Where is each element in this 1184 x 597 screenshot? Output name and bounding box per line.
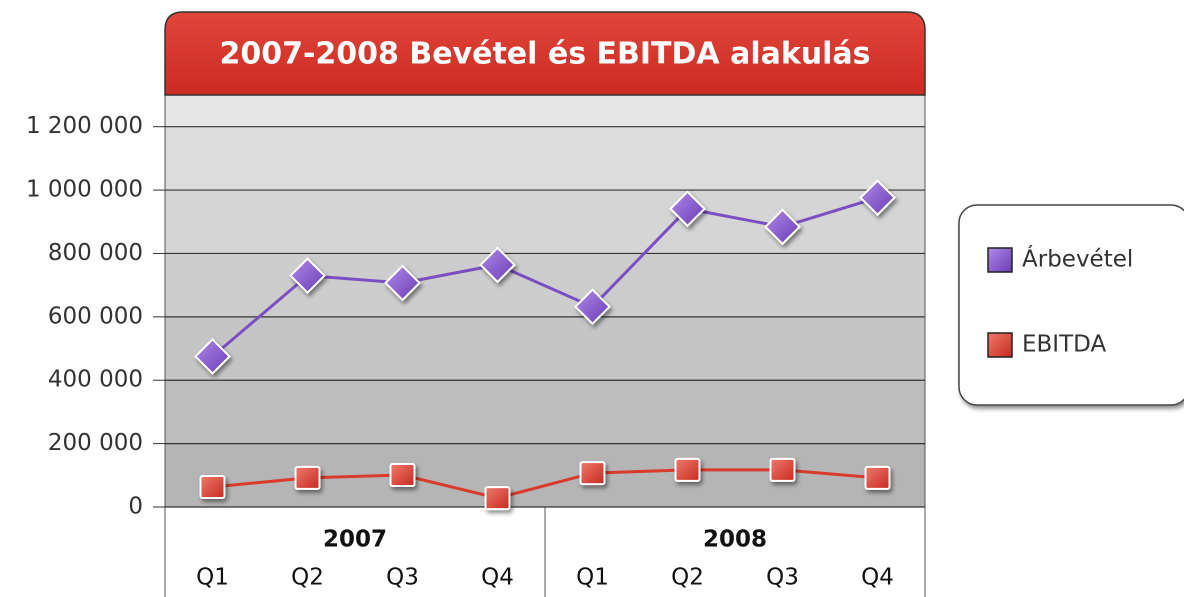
x-tick-label: Q1 xyxy=(196,565,229,591)
point-marker xyxy=(769,457,796,482)
plot-background xyxy=(164,94,926,508)
plot-band xyxy=(165,190,925,254)
point-marker xyxy=(764,208,801,246)
x-tick-label: Q3 xyxy=(766,565,799,591)
x-tick-label: Q1 xyxy=(576,565,609,591)
series-line xyxy=(212,468,878,500)
plot-band xyxy=(165,443,925,507)
y-tick-label: 400 000 xyxy=(48,367,143,393)
point-marker xyxy=(294,465,321,490)
y-tick-label: 200 000 xyxy=(48,430,143,456)
plot: 0 200 000 400 000 600 000 800 000 1 000 000 1 … xyxy=(26,113,1133,590)
point-marker xyxy=(484,486,511,511)
x-tick-label: Q2 xyxy=(291,565,324,591)
plot-band xyxy=(165,95,925,127)
point-marker xyxy=(479,246,516,284)
y-tick-label: 1 200 000 xyxy=(26,113,143,139)
x-tick-label: Q4 xyxy=(481,565,514,591)
point-marker xyxy=(669,190,706,228)
point-marker xyxy=(864,465,891,490)
legend-label: EBITDA xyxy=(1022,332,1106,358)
plot-band xyxy=(165,126,925,191)
point-marker xyxy=(574,288,611,326)
y-tick-label: 800 000 xyxy=(48,240,143,266)
point-marker xyxy=(674,457,701,482)
legend-label: Árbevétel xyxy=(1022,245,1133,273)
plot-band xyxy=(165,316,925,381)
x-tick-label: Q2 xyxy=(671,565,704,591)
point-marker xyxy=(194,338,231,375)
y-tick-label: 1 000 000 xyxy=(26,177,143,203)
group-label: 2008 xyxy=(703,527,767,553)
point-marker xyxy=(199,475,226,500)
point-marker xyxy=(289,257,326,295)
point-marker xyxy=(859,179,896,217)
x-tick-label: Q4 xyxy=(861,565,894,591)
y-tick-label: 0 xyxy=(128,494,143,520)
legend xyxy=(958,204,1184,406)
legend-swatch xyxy=(987,247,1013,273)
point-marker xyxy=(384,264,421,302)
plot-band xyxy=(165,380,925,444)
legend-swatch xyxy=(987,332,1013,358)
group-label: 2007 xyxy=(323,527,387,553)
chart-title: 2007-2008 Bevétel és EBITDA alakulás xyxy=(219,37,870,72)
title-bar xyxy=(164,11,926,96)
point-marker xyxy=(579,461,606,486)
x-tick-label: Q3 xyxy=(386,565,419,591)
point-marker xyxy=(389,462,416,487)
y-tick-label: 600 000 xyxy=(48,303,143,329)
